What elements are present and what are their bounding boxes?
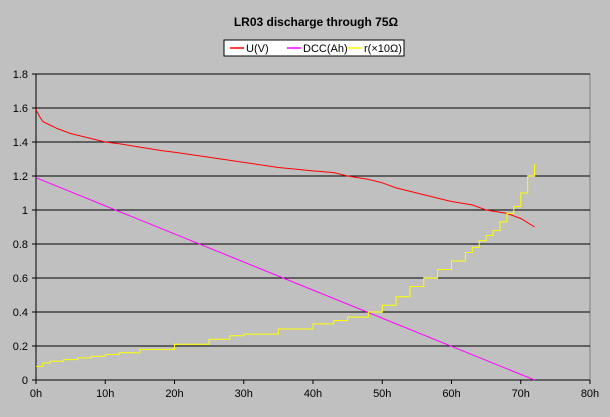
- y-tick-label: 0.4: [13, 307, 28, 319]
- chart-title: LR03 discharge through 75Ω: [234, 15, 399, 29]
- legend-label: DCC(Ah): [303, 43, 348, 55]
- legend-label: U(V): [246, 43, 269, 55]
- x-tick-label: 0h: [30, 388, 42, 400]
- x-tick-label: 70h: [512, 388, 530, 400]
- x-tick-label: 30h: [235, 388, 253, 400]
- y-tick-label: 1.6: [13, 103, 28, 115]
- legend-box: [223, 39, 405, 57]
- y-tick-label: 1.4: [13, 137, 28, 149]
- series-line-0: [35, 109, 535, 228]
- x-tick-label: 20h: [165, 388, 183, 400]
- series-line-1: [35, 177, 535, 381]
- plot-area: [35, 73, 591, 381]
- y-tick-label: 1: [22, 205, 28, 217]
- x-tick-label: 80h: [581, 388, 599, 400]
- series-line-2: [36, 164, 536, 367]
- x-tick-label: 10h: [96, 388, 114, 400]
- x-tick-label: 40h: [304, 388, 322, 400]
- y-tick-label: 0: [22, 375, 28, 387]
- x-tick-label: 50h: [373, 388, 391, 400]
- y-tick-label: 1.2: [13, 171, 28, 183]
- legend-label: r(×10Ω): [364, 43, 402, 55]
- y-tick-label: 0.2: [13, 341, 28, 353]
- y-tick-label: 1.8: [13, 69, 28, 81]
- y-tick-label: 0.6: [13, 273, 28, 285]
- x-tick-label: 60h: [442, 388, 460, 400]
- y-tick-label: 0.8: [13, 239, 28, 251]
